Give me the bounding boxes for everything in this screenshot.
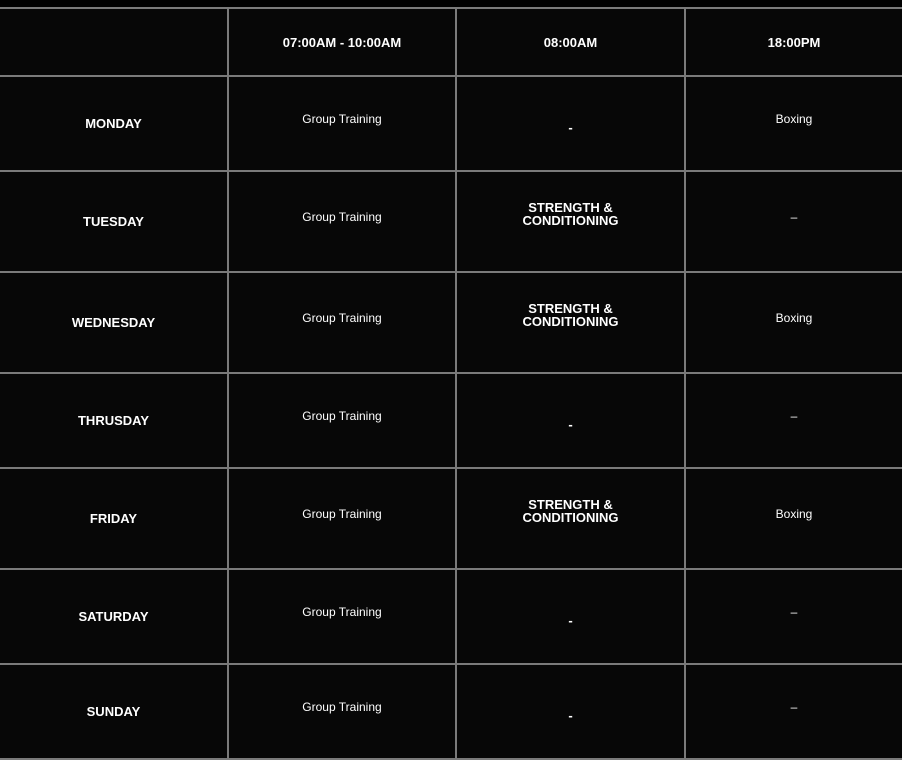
slot-2-cell: STRENGTH & CONDITIONING — [455, 467, 686, 570]
table-row: TUESDAY Group Training STRENGTH & CONDITIO… — [0, 170, 902, 273]
header-time-slot-2: 08:00AM — [455, 7, 686, 77]
slot-3-cell: – — [684, 372, 902, 469]
slot-1-cell: Group Training — [227, 467, 457, 570]
table-row: MONDAY Group Training - Boxing — [0, 75, 902, 172]
slot-2-cell: - — [455, 663, 686, 760]
day-cell: TUESDAY — [0, 170, 229, 273]
day-cell: WEDNESDAY — [0, 271, 229, 374]
slot-1-cell: Group Training — [227, 372, 457, 469]
slot-2-cell: - — [455, 75, 686, 172]
header-empty — [0, 7, 229, 77]
slot-2-text: STRENGTH & CONDITIONING — [522, 300, 619, 329]
slot-2-cell: - — [455, 372, 686, 469]
slot-3-cell: Boxing — [684, 271, 902, 374]
slot-3-cell: – — [684, 568, 902, 665]
header-time-slot-3: 18:00PM — [684, 7, 902, 77]
day-cell: SUNDAY — [0, 663, 229, 760]
slot-1-cell: Group Training — [227, 663, 457, 760]
slot-3-cell: – — [684, 663, 902, 760]
slot-2-cell: - — [455, 568, 686, 665]
schedule-table: 07:00AM - 10:00AM 08:00AM 18:00PM MONDAY… — [0, 7, 902, 760]
table-row: THRUSDAY Group Training - – — [0, 372, 902, 469]
header-row: 07:00AM - 10:00AM 08:00AM 18:00PM — [0, 7, 902, 77]
header-time-slot-1: 07:00AM - 10:00AM — [227, 7, 457, 77]
slot-3-cell: Boxing — [684, 467, 902, 570]
day-cell: THRUSDAY — [0, 372, 229, 469]
slot-1-cell: Group Training — [227, 568, 457, 665]
slot-1-cell: Group Training — [227, 170, 457, 273]
slot-2-text: STRENGTH & CONDITIONING — [522, 496, 619, 525]
slot-2-cell: STRENGTH & CONDITIONING — [455, 170, 686, 273]
table-row: FRIDAY Group Training STRENGTH & CONDITION… — [0, 467, 902, 570]
slot-3-cell: – — [684, 170, 902, 273]
table-row: WEDNESDAY Group Training STRENGTH & CONDIT… — [0, 271, 902, 374]
table-row: SATURDAY Group Training - – — [0, 568, 902, 665]
slot-3-cell: Boxing — [684, 75, 902, 172]
day-cell: SATURDAY — [0, 568, 229, 665]
slot-2-text: STRENGTH & CONDITIONING — [522, 199, 619, 228]
slot-1-cell: Group Training — [227, 271, 457, 374]
table-row: SUNDAY Group Training - – — [0, 663, 902, 760]
day-cell: MONDAY — [0, 75, 229, 172]
slot-1-cell: Group Training — [227, 75, 457, 172]
slot-2-cell: STRENGTH & CONDITIONING — [455, 271, 686, 374]
day-cell: FRIDAY — [0, 467, 229, 570]
